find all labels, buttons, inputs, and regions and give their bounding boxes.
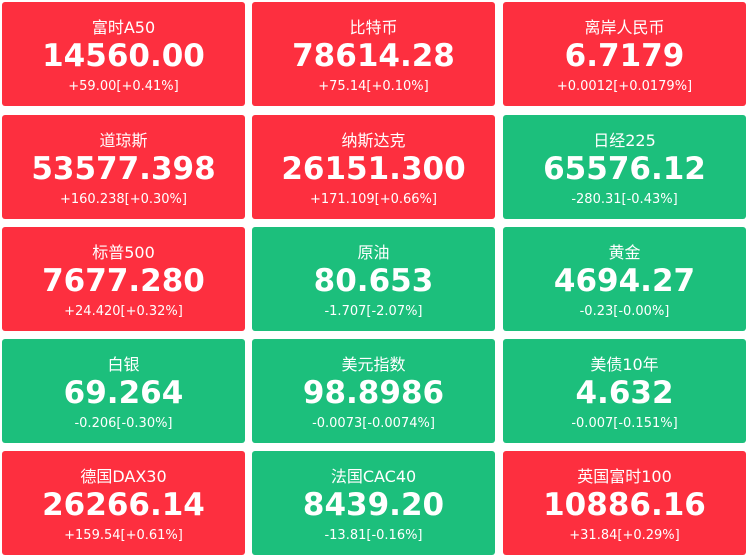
quote-tile[interactable]: 白银 69.264 -0.206[-0.30%]	[2, 339, 245, 443]
quote-tile[interactable]: 美元指数 98.8986 -0.0073[-0.0074%]	[252, 339, 495, 443]
quote-tile[interactable]: 离岸人民币 6.7179 +0.0012[+0.0179%]	[503, 2, 746, 106]
quote-name: 原油	[357, 243, 390, 262]
quote-price: 4.632	[575, 375, 674, 411]
quote-name: 富时A50	[91, 18, 156, 37]
quote-change: +31.84[+0.29%]	[569, 528, 680, 543]
quote-change: +59.00[+0.41%]	[68, 79, 179, 94]
quote-name: 英国富时100	[577, 467, 672, 486]
quote-tile[interactable]: 标普500 7677.280 +24.420[+0.32%]	[2, 227, 245, 331]
quote-change: -0.206[-0.30%]	[74, 416, 173, 431]
quote-name: 美债10年	[590, 355, 659, 374]
quote-price: 98.8986	[302, 375, 445, 411]
quote-change: +171.109[+0.66%]	[310, 192, 437, 207]
quote-name: 比特币	[349, 18, 398, 37]
quote-tile[interactable]: 法国CAC40 8439.20 -13.81[-0.16%]	[252, 451, 495, 555]
quote-name: 白银	[107, 355, 140, 374]
quote-tile[interactable]: 道琼斯 53577.398 +160.238[+0.30%]	[2, 115, 245, 219]
quote-name: 黄金	[608, 243, 641, 262]
quote-name: 法国CAC40	[330, 467, 417, 486]
quote-price: 26151.300	[281, 151, 466, 187]
quote-price: 53577.398	[31, 151, 216, 187]
quote-price: 26266.14	[42, 487, 205, 523]
quote-tile[interactable]: 英国富时100 10886.16 +31.84[+0.29%]	[503, 451, 746, 555]
quote-tile[interactable]: 美债10年 4.632 -0.007[-0.151%]	[503, 339, 746, 443]
quote-change: -0.23[-0.00%]	[579, 304, 670, 319]
quote-change: +159.54[+0.61%]	[64, 528, 183, 543]
quote-change: -280.31[-0.43%]	[571, 192, 678, 207]
quote-name: 日经225	[593, 131, 656, 150]
quote-name: 纳斯达克	[341, 131, 406, 150]
quote-tile[interactable]: 比特币 78614.28 +75.14[+0.10%]	[252, 2, 495, 106]
quote-name: 美元指数	[341, 355, 406, 374]
quote-change: +160.238[+0.30%]	[60, 192, 187, 207]
quote-price: 8439.20	[302, 487, 445, 523]
quote-tile[interactable]: 富时A50 14560.00 +59.00[+0.41%]	[2, 2, 245, 106]
quote-change: -0.0073[-0.0074%]	[312, 416, 435, 431]
quote-price: 4694.27	[553, 263, 696, 299]
quote-change: -1.707[-2.07%]	[324, 304, 423, 319]
quote-price: 10886.16	[543, 487, 706, 523]
quote-change: -0.007[-0.151%]	[571, 416, 678, 431]
quote-change: +75.14[+0.10%]	[318, 79, 429, 94]
quote-name: 德国DAX30	[80, 467, 167, 486]
quote-change: +24.420[+0.32%]	[64, 304, 183, 319]
quote-change: +0.0012[+0.0179%]	[556, 79, 693, 94]
quote-price: 7677.280	[42, 263, 205, 299]
quote-tile[interactable]: 黄金 4694.27 -0.23[-0.00%]	[503, 227, 746, 331]
quote-name: 离岸人民币	[584, 18, 665, 37]
quote-price: 14560.00	[42, 38, 205, 74]
quote-price: 78614.28	[292, 38, 455, 74]
quote-tile[interactable]: 德国DAX30 26266.14 +159.54[+0.61%]	[2, 451, 245, 555]
quote-tile[interactable]: 日经225 65576.12 -280.31[-0.43%]	[503, 115, 746, 219]
quote-tile[interactable]: 纳斯达克 26151.300 +171.109[+0.66%]	[252, 115, 495, 219]
quote-price: 6.7179	[564, 38, 685, 74]
quote-price: 80.653	[313, 263, 434, 299]
quote-price: 69.264	[63, 375, 184, 411]
quote-name: 道琼斯	[99, 131, 148, 150]
quote-tile[interactable]: 原油 80.653 -1.707[-2.07%]	[252, 227, 495, 331]
quote-change: -13.81[-0.16%]	[324, 528, 423, 543]
quote-name: 标普500	[92, 243, 155, 262]
quote-price: 65576.12	[543, 151, 706, 187]
